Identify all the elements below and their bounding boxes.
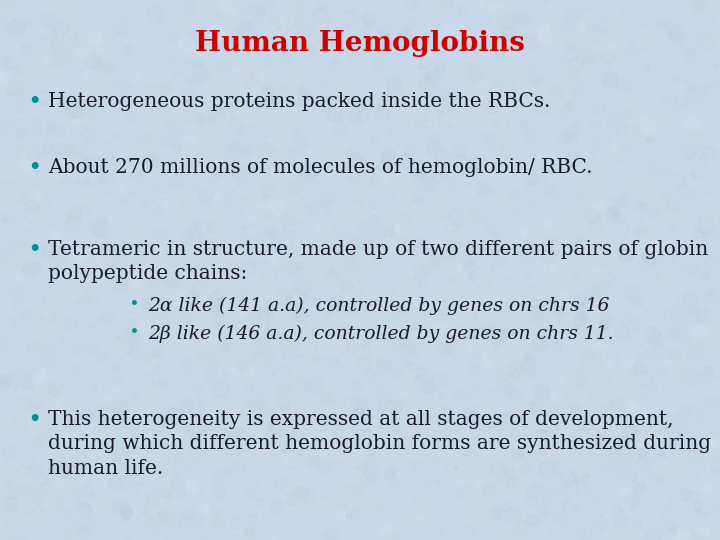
Text: •: •: [130, 297, 139, 311]
Text: •: •: [28, 410, 40, 429]
Text: About 270 millions of molecules of hemoglobin/ RBC.: About 270 millions of molecules of hemog…: [48, 158, 593, 177]
Text: •: •: [28, 92, 40, 111]
Text: •: •: [28, 240, 40, 259]
Text: This heterogeneity is expressed at all stages of development,
during which diffe: This heterogeneity is expressed at all s…: [48, 410, 711, 477]
Text: 2β like (146 a.a), controlled by genes on chrs 11.: 2β like (146 a.a), controlled by genes o…: [148, 325, 613, 343]
Text: Tetrameric in structure, made up of two different pairs of globin
polypeptide ch: Tetrameric in structure, made up of two …: [48, 240, 708, 284]
Text: Heterogeneous proteins packed inside the RBCs.: Heterogeneous proteins packed inside the…: [48, 92, 550, 111]
Text: 2α like (141 a.a), controlled by genes on chrs 16: 2α like (141 a.a), controlled by genes o…: [148, 297, 609, 315]
Text: •: •: [130, 325, 139, 339]
Text: •: •: [28, 158, 40, 177]
Text: Human Hemoglobins: Human Hemoglobins: [195, 30, 525, 57]
